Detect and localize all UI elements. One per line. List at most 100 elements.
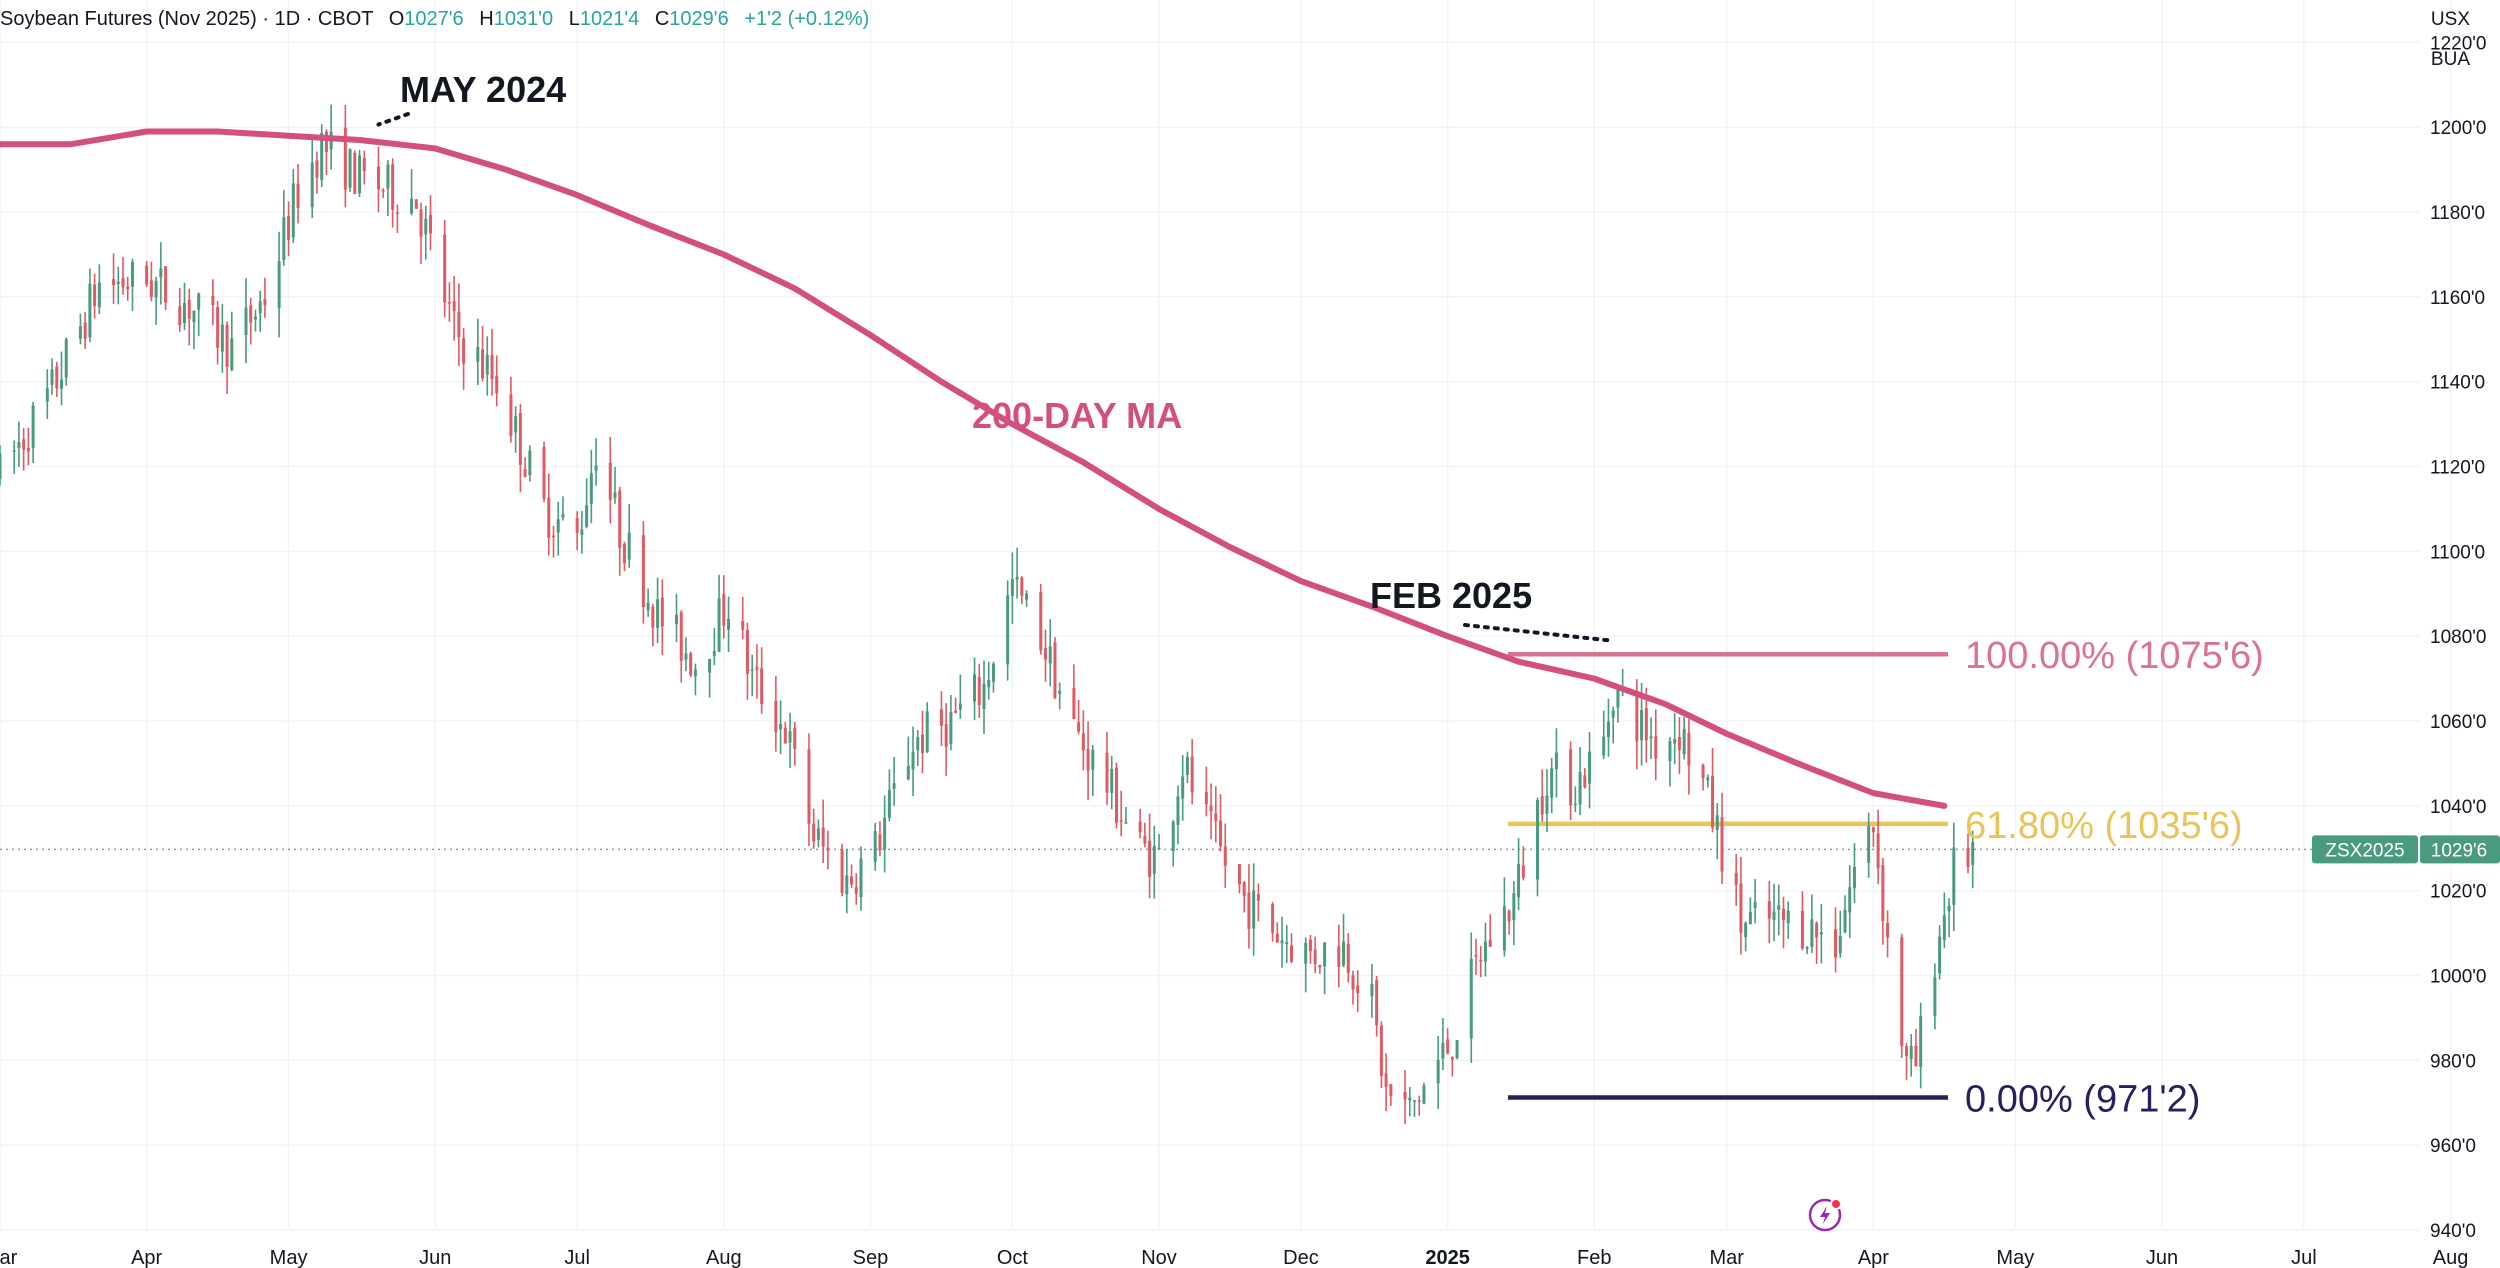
candle-body	[296, 183, 300, 208]
price-tag-value: 1029'6	[2431, 840, 2487, 861]
candle-body	[1734, 872, 1738, 885]
candle-body	[490, 354, 494, 379]
candle-body	[594, 465, 598, 471]
candle-body	[958, 703, 962, 710]
candle-body	[627, 532, 631, 560]
candle-body	[1403, 1091, 1407, 1100]
candle-body	[1091, 749, 1095, 770]
candle-body	[547, 497, 551, 538]
candle-body	[608, 462, 612, 501]
x-tick-label: Mar	[1710, 1247, 1745, 1268]
candle-body	[97, 282, 101, 308]
candle-body	[216, 307, 220, 348]
candle-body	[1933, 977, 1937, 1017]
candle-body	[1871, 827, 1875, 833]
candle-body	[263, 299, 267, 306]
price-tag-value-bg	[2420, 835, 2500, 864]
candle-body	[575, 517, 579, 533]
x-tick-label: Mar	[0, 1247, 18, 1268]
candle-body	[916, 737, 920, 751]
symbol-title[interactable]: Soybean Futures (Nov 2025) · 1D · CBOT	[0, 8, 374, 30]
candle-body	[1583, 775, 1587, 788]
x-tick-label: Feb	[1577, 1247, 1611, 1268]
candle-body	[528, 450, 532, 476]
candle-body	[1706, 777, 1710, 781]
candle-body	[1413, 1100, 1416, 1102]
candle-body	[613, 492, 617, 499]
candle-body	[457, 311, 461, 338]
x-axis[interactable]: Mar Apr May Jun Jul Aug Sep Oct Nov Dec 2025 Feb Mar…	[0, 1247, 2468, 1268]
candle-body	[187, 299, 191, 319]
candle-body	[1417, 1100, 1421, 1102]
candle-body	[1086, 748, 1090, 771]
candle-body	[1110, 769, 1114, 793]
candle-body	[324, 131, 328, 153]
candle-body	[376, 166, 380, 190]
candle-body	[1521, 865, 1525, 878]
candle-body	[183, 303, 186, 324]
candle-body	[424, 218, 428, 235]
candle-body	[1384, 1073, 1388, 1088]
candle-body	[741, 621, 745, 630]
x-tick-label: 2025	[1425, 1247, 1470, 1268]
candle-body	[1952, 847, 1956, 905]
candle-body	[249, 305, 253, 323]
candle-body	[93, 284, 97, 306]
candle-body	[395, 212, 399, 215]
currency-unit[interactable]: USX	[2430, 9, 2470, 30]
candle-body	[1379, 1025, 1383, 1077]
candle-body	[807, 749, 811, 824]
annotation-feb-2025: FEB 2025	[1370, 575, 1532, 616]
candle-body	[514, 416, 518, 433]
candle-body	[561, 514, 565, 518]
candle-body	[1119, 820, 1123, 822]
candle-body	[1715, 815, 1719, 830]
candle-body	[518, 413, 522, 465]
candle-body	[760, 668, 764, 705]
candle-body	[816, 828, 820, 840]
candle-body	[660, 597, 664, 627]
candle-body	[779, 723, 783, 730]
replay-icon[interactable]	[1808, 1198, 1842, 1232]
candle-body	[1502, 906, 1506, 951]
candle-body	[987, 680, 991, 688]
y-tick-label: 1160'0	[2430, 288, 2485, 309]
candle-body	[353, 152, 357, 194]
candle-body	[149, 280, 153, 298]
candle-body	[1554, 752, 1558, 769]
candle-body	[1346, 943, 1350, 973]
candle-body	[1214, 813, 1218, 822]
fib-label: 0.00% (971'2)	[1965, 1078, 2200, 1120]
y-tick-label: 1180'0	[2430, 203, 2485, 224]
candle-body	[812, 823, 816, 842]
candle-body	[1668, 741, 1672, 762]
candle-body	[1181, 776, 1185, 799]
candle-body	[1342, 941, 1346, 966]
y-axis[interactable]: 1220'0 1200'0 1180'0 1160'0 1140'0 1120'0 1100…	[2430, 33, 2486, 1242]
candle-body	[1744, 922, 1748, 938]
quantity-unit[interactable]: BUA	[2430, 49, 2470, 70]
candle-body	[1905, 1046, 1908, 1056]
y-tick-label: 960'0	[2430, 1136, 2476, 1157]
candle-body	[826, 847, 830, 851]
y-tick-label: 940'0	[2430, 1221, 2476, 1242]
candle-body	[854, 887, 858, 894]
open-label: O	[388, 8, 405, 30]
candle-body	[1455, 1040, 1459, 1059]
candle-body	[1252, 890, 1256, 929]
candle-body	[230, 338, 234, 370]
candle-body	[850, 876, 854, 885]
candle-body	[1223, 846, 1227, 866]
candle-body	[1786, 910, 1790, 924]
candle-body	[291, 183, 295, 238]
candle-body	[1039, 592, 1043, 651]
candle-body	[1446, 1039, 1450, 1054]
fib-label: 61.80% (1035'6)	[1965, 805, 2243, 847]
candle-body	[859, 858, 863, 898]
candle-body	[391, 164, 395, 210]
candle-body	[1408, 1097, 1412, 1101]
y-tick-label: 1020'0	[2430, 882, 2486, 903]
candle-body	[1848, 887, 1852, 913]
candle-body	[1682, 728, 1686, 755]
candle-body	[1271, 904, 1275, 933]
